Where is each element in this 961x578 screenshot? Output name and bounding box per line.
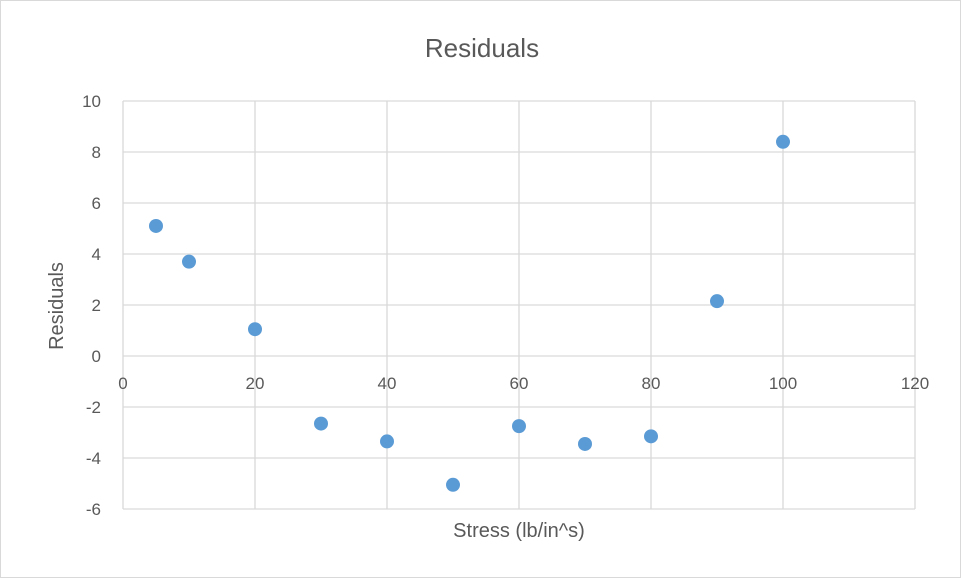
data-point: [710, 294, 724, 309]
x-tick-label: 0: [118, 374, 127, 393]
data-point: [182, 254, 196, 269]
x-tick-label: 80: [642, 374, 661, 393]
x-tick-label: 60: [510, 374, 529, 393]
data-point: [578, 436, 592, 451]
y-tick-label: 6: [92, 194, 101, 213]
data-point: [248, 322, 262, 337]
y-tick-label: -4: [86, 449, 101, 468]
data-point: [512, 419, 526, 434]
x-axis-title: Stress (lb/in^s): [453, 520, 585, 542]
data-points: [149, 134, 790, 492]
y-tick-label: -6: [86, 500, 101, 519]
y-tick-label: 4: [92, 245, 101, 264]
chart-title: Residuals: [425, 33, 539, 63]
data-point: [776, 134, 790, 149]
y-axis-title: Residuals: [46, 262, 68, 350]
y-tick-label: 2: [92, 296, 101, 315]
x-tick-label: 40: [378, 374, 397, 393]
y-tick-label: 10: [82, 92, 101, 111]
x-tick-label: 120: [901, 374, 929, 393]
x-tick-label: 20: [246, 374, 265, 393]
x-tick-label: 100: [769, 374, 797, 393]
data-point: [314, 416, 328, 431]
data-point: [380, 434, 394, 449]
y-tick-label: -2: [86, 398, 101, 417]
tick-labels: 0 20 40 60 80 100 120 -6 -4 -2 0 2 4 6 8 10: [82, 92, 929, 519]
y-tick-label: 0: [92, 347, 101, 366]
y-tick-label: 8: [92, 143, 101, 162]
gridlines: [122, 100, 916, 510]
data-point: [149, 218, 163, 233]
data-point: [644, 429, 658, 444]
data-point: [446, 477, 460, 492]
